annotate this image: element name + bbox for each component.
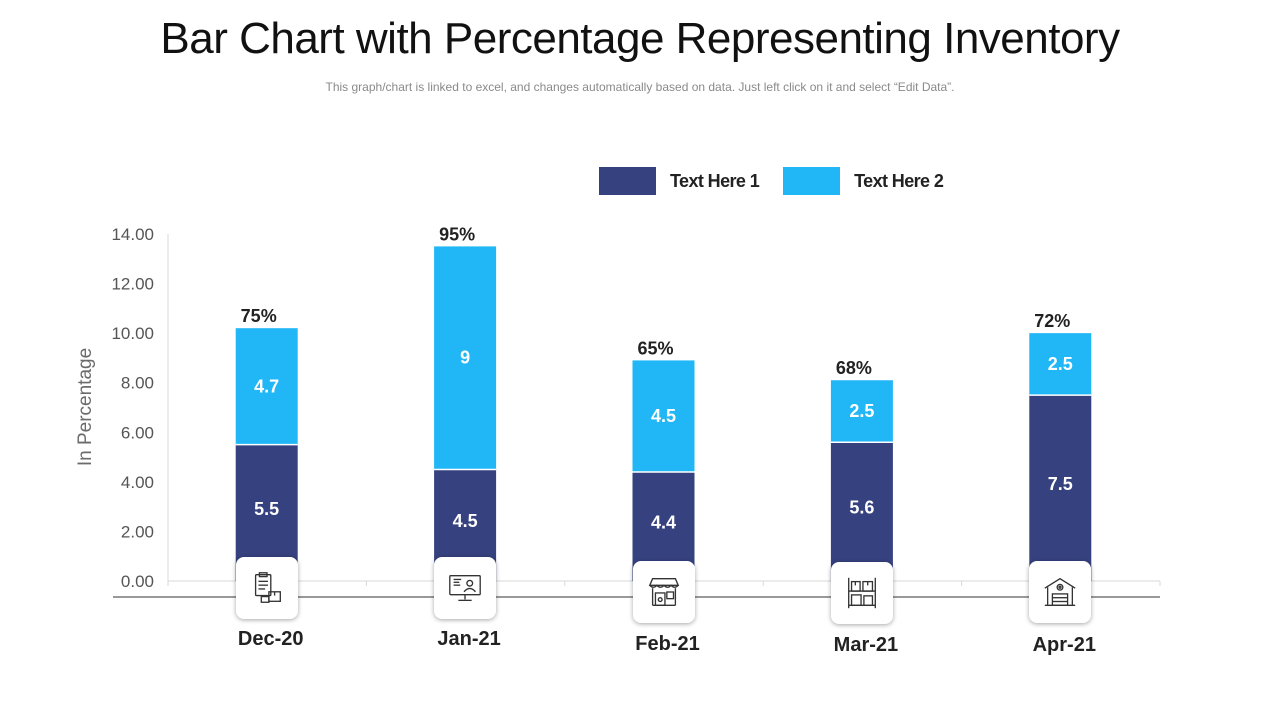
y-tick-label: 8.00: [121, 374, 154, 393]
legend-item-series-1: Text Here 1: [599, 167, 760, 195]
legend-swatch-series-1: [599, 167, 656, 195]
y-axis-label: In Percentage: [75, 348, 96, 466]
data-label: 5.6: [849, 498, 874, 518]
clipboard-boxes-icon-glyph: [254, 572, 281, 603]
bar-2-dec-20: [235, 328, 298, 445]
shop-clipboard-icon-glyph: [648, 578, 679, 606]
data-label: 4.4: [651, 512, 676, 532]
y-tick-label: 10.00: [111, 324, 154, 343]
data-label: 4.7: [254, 376, 279, 396]
warehouse-building-icon-glyph: [1044, 577, 1076, 606]
legend-label-series-1: Text Here 1: [670, 170, 760, 191]
warehouse-shelves-icon: [830, 562, 893, 624]
bar-1-mar-21: [830, 442, 893, 581]
y-tick-label: 2.00: [121, 522, 154, 541]
monitor-user-icon: [434, 557, 497, 619]
x-tick-label: Apr-21: [1033, 634, 1096, 656]
legend-item-series-2: Text Here 2: [783, 167, 944, 195]
legend: Text Here 1 Text Here 2: [599, 167, 967, 195]
x-tick-label: Mar-21: [834, 634, 898, 656]
y-tick-label: 6.00: [121, 423, 154, 442]
data-label: 2.5: [849, 401, 874, 421]
data-label: 4.5: [651, 406, 676, 426]
clipboard-boxes-icon: [235, 557, 298, 619]
y-tick-label: 0.00: [121, 572, 154, 591]
monitor-user-icon-glyph: [449, 574, 481, 602]
bar-2-jan-21: [434, 246, 497, 470]
bar-2-feb-21: [632, 360, 695, 472]
data-label: 2.5: [1048, 354, 1073, 374]
total-label: 65%: [637, 338, 673, 358]
bar-2-apr-21: [1029, 333, 1092, 396]
warehouse-shelves-icon-glyph: [847, 577, 876, 609]
chart-subtitle: This graph/chart is linked to excel, and…: [325, 80, 955, 94]
y-tick-label: 14.00: [111, 225, 154, 244]
chart-title: Bar Chart with Percentage Representing I…: [160, 14, 1120, 63]
legend-swatch-series-2: [783, 167, 841, 195]
warehouse-building-icon: [1029, 561, 1092, 623]
data-label: 5.5: [254, 499, 279, 519]
data-label: 7.5: [1048, 474, 1073, 494]
total-label: 75%: [241, 306, 277, 326]
total-label: 95%: [439, 224, 475, 244]
total-label: 68%: [836, 358, 872, 378]
x-tick-label: Dec-20: [238, 628, 304, 650]
bar-1-apr-21: [1029, 395, 1092, 581]
data-label: 4.5: [453, 511, 478, 531]
total-label: 72%: [1034, 311, 1070, 331]
legend-label-series-2: Text Here 2: [854, 170, 944, 191]
x-tick-label: Feb-21: [635, 633, 699, 655]
data-label: 9: [460, 347, 470, 367]
x-tick-label: Jan-21: [437, 628, 500, 650]
y-tick-label: 12.00: [111, 275, 154, 294]
bar-2-mar-21: [830, 380, 893, 443]
shop-clipboard-icon: [632, 561, 695, 623]
y-tick-label: 4.00: [121, 473, 154, 492]
